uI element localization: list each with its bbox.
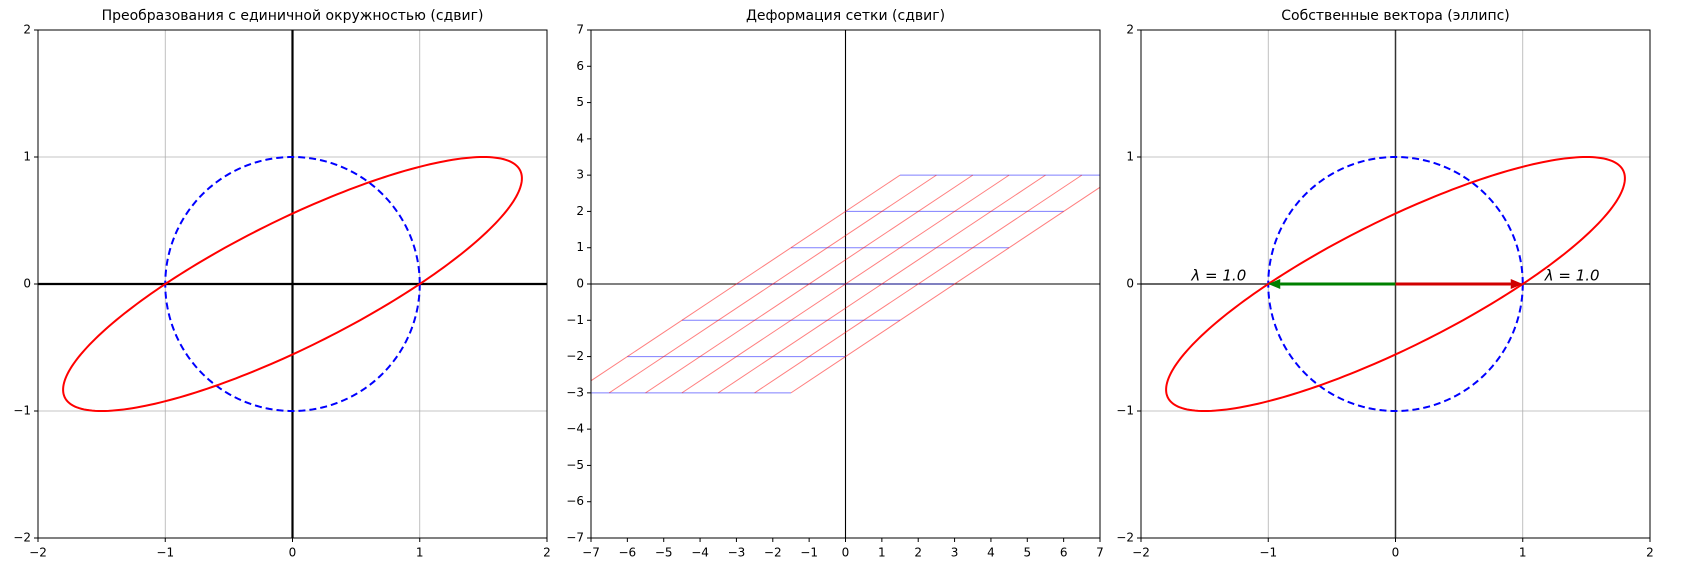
eigenvalue-label: λ = 1.0: [1190, 267, 1246, 285]
y-tick-label: 3: [576, 168, 584, 182]
x-tick-label: −2: [764, 546, 782, 560]
y-tick-label: 2: [23, 23, 31, 37]
eigenvector-head: [1268, 279, 1281, 289]
y-tick-label: 2: [576, 204, 584, 218]
subplot: Деформация сетки (сдвиг) −7 −6 −5 −4 −3 −2 −1 0 1…: [566, 8, 1104, 560]
y-tick-label: 6: [576, 59, 584, 73]
y-tick-label: 2: [1126, 23, 1134, 37]
x-tick-label: −6: [619, 546, 637, 560]
y-tick-label: −2: [1116, 531, 1134, 545]
x-tick-label: 6: [1060, 546, 1068, 560]
x-tick-label: −5: [655, 546, 673, 560]
y-tick-label: 4: [576, 131, 584, 145]
vertical-grid-segment: [754, 174, 1083, 394]
x-tick-label: 1: [878, 546, 886, 560]
x-tick-label: 7: [1096, 546, 1104, 560]
y-tick-label: −6: [566, 494, 584, 508]
x-tick-label: 2: [543, 546, 551, 560]
vertical-grid-segment: [591, 174, 901, 382]
vertical-grid-segment: [681, 174, 1010, 394]
plot-area: [591, 30, 1100, 538]
y-tick-label: −5: [566, 458, 584, 472]
y-tick-label: −2: [13, 531, 31, 545]
y-tick-label: 1: [23, 150, 31, 164]
y-tick-label: −1: [1116, 404, 1134, 418]
x-tick-label: −2: [1132, 546, 1150, 560]
x-tick-label: −1: [156, 546, 174, 560]
x-tick-label: 4: [987, 546, 995, 560]
x-tick-label: 1: [1519, 546, 1527, 560]
x-tick-label: 3: [951, 546, 959, 560]
x-tick-label: 2: [914, 546, 922, 560]
eigenvalue-label: λ = 1.0: [1544, 267, 1600, 285]
axes-frame: [590, 29, 1101, 539]
y-tick-label: 7: [576, 23, 584, 37]
y-tick-label: −7: [566, 531, 584, 545]
y-tick-label: 5: [576, 95, 584, 109]
y-tick-label: 1: [1126, 150, 1134, 164]
x-tick-label: 2: [1646, 546, 1654, 560]
y-tick-label: 0: [23, 277, 31, 291]
sheared-ellipse: [62, 155, 523, 413]
y-tick-label: 1: [576, 240, 584, 254]
y-tick-label: −3: [566, 385, 584, 399]
x-tick-label: −2: [29, 546, 47, 560]
y-tick-label: −2: [566, 349, 584, 363]
chart-title: Деформация сетки (сдвиг): [746, 8, 945, 24]
plot-area: [1141, 30, 1650, 538]
vertical-grid-segment: [790, 186, 1100, 394]
x-tick-label: 0: [289, 546, 297, 560]
axes-frame: [1140, 29, 1651, 539]
y-tick-label: 0: [576, 277, 584, 291]
x-tick-label: −1: [1259, 546, 1277, 560]
subplot: Собственные вектора (эллипс) −2 −1 0 1 2 −2 −1 0…: [1116, 8, 1654, 560]
y-tick-label: 0: [1126, 277, 1134, 291]
x-tick-label: −3: [728, 546, 746, 560]
x-tick-label: 0: [842, 546, 850, 560]
y-tick-label: −1: [13, 404, 31, 418]
vertical-grid-segment: [608, 174, 937, 394]
vertical-grid-segment: [645, 174, 974, 394]
eigenvector-head: [1510, 279, 1523, 289]
chart-title: Преобразования с единичной окружностью (…: [102, 8, 484, 24]
plot-area: [38, 30, 547, 538]
vertical-grid-segment: [717, 174, 1046, 394]
subplot: Преобразования с единичной окружностью (…: [13, 8, 551, 560]
x-tick-label: 0: [1392, 546, 1400, 560]
x-tick-label: 1: [416, 546, 424, 560]
x-tick-label: −1: [800, 546, 818, 560]
chart-title: Собственные вектора (эллипс): [1281, 8, 1510, 24]
axes-frame: [37, 29, 548, 539]
x-tick-label: −7: [582, 546, 600, 560]
x-tick-label: 5: [1023, 546, 1031, 560]
y-tick-label: −4: [566, 422, 584, 436]
y-tick-label: −1: [566, 313, 584, 327]
x-tick-label: −4: [691, 546, 709, 560]
